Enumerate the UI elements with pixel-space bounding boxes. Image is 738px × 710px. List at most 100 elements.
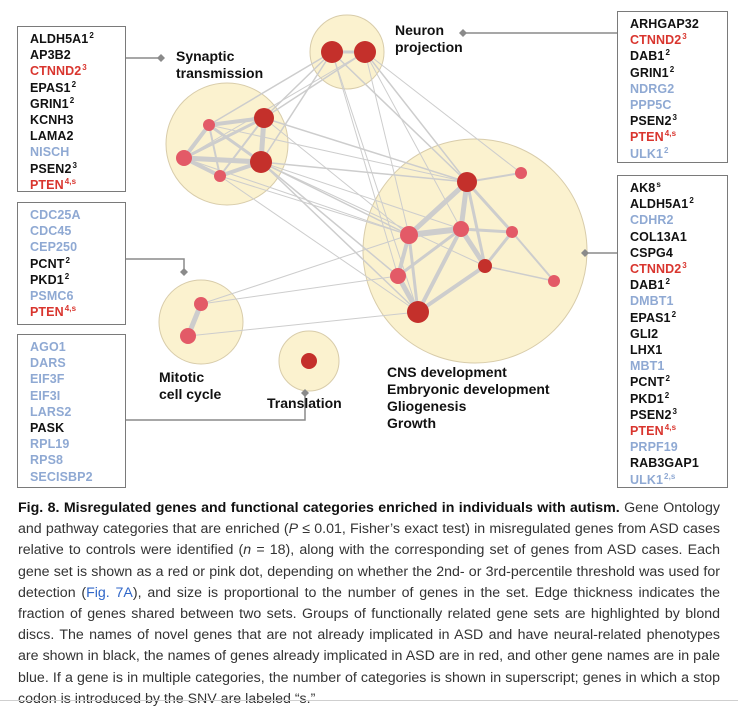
overlap-edge [260, 51, 333, 163]
overlap-edge [459, 227, 514, 234]
gene-name: GRIN12 [630, 65, 727, 81]
overlap-edge [208, 51, 333, 126]
gene-category-count: 3 [672, 113, 678, 123]
gene-symbol: RPS8 [30, 453, 64, 468]
overlap-edge [263, 117, 468, 183]
figure-caption: Fig. 8. Misregulated genes and functiona… [18, 498, 720, 710]
gene-name: PCNT2 [630, 374, 727, 390]
gene-name: EIF3I [30, 388, 125, 404]
cluster-label-translation: Translation [267, 395, 342, 412]
gene-symbol: PCNT [30, 256, 65, 271]
cluster-label-line: Neuron [395, 22, 444, 38]
gene-category-count: s [656, 180, 661, 189]
gene-symbol: PTEN [630, 424, 664, 439]
gene-set-node [250, 151, 272, 173]
gene-symbol: LHX1 [630, 343, 663, 358]
gene-symbol: NISCH [30, 145, 70, 160]
connector-diamond-icon [157, 54, 165, 62]
gene-symbol: PSEN2 [630, 114, 672, 129]
gene-symbol: PRPF19 [630, 440, 678, 455]
cluster-label-neuron-projection: Neuron projection [395, 22, 463, 56]
gene-set-node [457, 172, 477, 192]
gene-symbol: ALDH5A1 [630, 197, 689, 212]
gene-category-count: 3 [682, 261, 687, 271]
gene-symbol: ULK1 [630, 472, 664, 487]
gene-symbol: PKD1 [630, 391, 664, 406]
gene-category-count: 4,s [664, 423, 677, 433]
gene-name: ALDH5A12 [30, 31, 125, 47]
gene-name: CEP250 [30, 239, 125, 255]
caption-text: ), and size is proportional to the numbe… [18, 584, 720, 707]
overlap-edge [407, 233, 420, 314]
gene-symbol: EPAS1 [630, 310, 671, 325]
gene-symbol: PSEN2 [30, 161, 72, 176]
gene-symbol: RAB3GAP1 [630, 456, 699, 471]
gene-name: LHX1 [630, 342, 727, 358]
gene-symbol: CTNND2 [30, 64, 82, 79]
gene-name: SECISBP2 [30, 469, 125, 485]
gene-category-count: 3 [682, 32, 687, 42]
overlap-edge [416, 227, 463, 314]
gene-name: PTEN4,s [630, 423, 727, 439]
gene-symbol: CDHR2 [630, 213, 674, 228]
gene-category-count: 2 [671, 309, 677, 319]
gene-symbol: CEP250 [30, 240, 78, 255]
gene-set-node [407, 301, 429, 323]
cluster-disc [165, 82, 289, 206]
gene-symbol: DAB1 [630, 278, 665, 293]
overlap-edge [208, 124, 221, 177]
gene-set-network-diagram [126, 14, 617, 421]
gene-symbol: PKD1 [30, 272, 64, 287]
gene-name: PKD12 [30, 272, 125, 288]
connector-diamond-icon [581, 249, 589, 257]
gene-name: DARS [30, 355, 125, 371]
gene-symbol: CDC45 [30, 224, 72, 239]
gene-symbol: PTEN [30, 177, 64, 192]
gene-name: COL13A1 [630, 229, 727, 245]
gene-category-count: 2 [665, 374, 670, 384]
gene-name: ARHGAP32 [630, 16, 727, 32]
gene-name: DAB12 [630, 48, 727, 64]
gene-set-node [301, 353, 317, 369]
cluster-disc [158, 279, 244, 365]
gene-name: GRIN12 [30, 96, 125, 112]
gene-category-count: 2 [665, 277, 670, 287]
gene-name: EPAS12 [630, 310, 727, 326]
overlap-edge [200, 275, 399, 305]
gene-name: DMBT1 [630, 293, 727, 309]
figure-7a-link[interactable]: Fig. 7A [86, 584, 133, 601]
gene-symbol: GRIN1 [30, 96, 69, 111]
gene-symbol: GLI2 [630, 326, 659, 341]
gene-symbol: NDRG2 [630, 81, 675, 96]
gene-set-node [354, 41, 376, 63]
gene-name: ULK12 [630, 146, 727, 162]
overlap-edge [465, 180, 487, 268]
overlap-edge [263, 51, 333, 119]
overlap-edge [260, 161, 486, 267]
gene-category-count: 2 [664, 390, 670, 400]
gene-name: ALDH5A12 [630, 196, 727, 212]
gene-symbol: CSPG4 [630, 245, 673, 260]
gene-symbol: COL13A1 [630, 229, 687, 244]
cluster-label-line: Embryonic development [387, 381, 550, 397]
gene-symbol: PASK [30, 421, 65, 436]
overlap-edge [219, 117, 265, 177]
overlap-edge [260, 161, 468, 183]
gene-category-count: 4,s [64, 176, 77, 186]
overlap-edge [396, 227, 463, 278]
gene-box-cns-development: AK8s ALDH5A12 CDHR2 COL13A1 CSPG4 CTNND23 DAB1… [617, 175, 728, 488]
gene-set-node [321, 41, 343, 63]
gene-symbol: RPL19 [30, 437, 70, 452]
overlap-edge [219, 175, 419, 313]
gene-set-node [254, 108, 274, 128]
gene-category-count: 4,s [64, 304, 77, 314]
cluster-label-line: Gliogenesis [387, 398, 467, 414]
cluster-label-line: CNS development [387, 364, 507, 380]
gene-name: AP3B2 [30, 47, 125, 63]
gene-symbol: AK8 [630, 181, 656, 195]
gene-name: PPP5C [630, 97, 727, 113]
overlap-edge [183, 51, 366, 159]
connector-line [126, 393, 306, 421]
gene-set-node [180, 328, 196, 344]
gene-category-count: 3 [72, 160, 78, 170]
